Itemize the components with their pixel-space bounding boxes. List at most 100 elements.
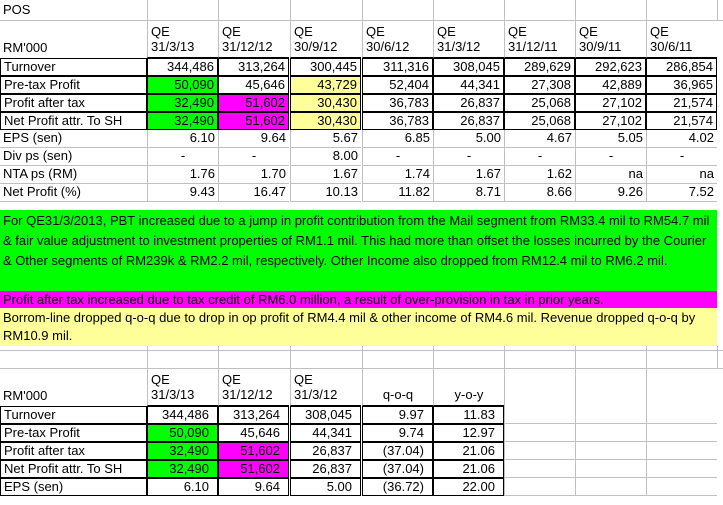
table-cell[interactable]: - [433, 148, 504, 166]
table-cell[interactable]: 21,574 [646, 94, 717, 112]
top-column-header[interactable]: QE 31/3/12 [433, 20, 504, 58]
table-cell[interactable]: na [646, 166, 717, 184]
table-cell[interactable]: 27,102 [575, 112, 646, 130]
row-label[interactable]: EPS (sen) [0, 478, 147, 496]
empty-cell[interactable] [575, 406, 646, 424]
table-cell[interactable]: 21.06 [433, 460, 504, 478]
table-cell[interactable]: 308,045 [290, 406, 361, 424]
table-cell[interactable]: 4.02 [646, 130, 717, 148]
table-cell[interactable]: 26,837 [290, 460, 361, 478]
sheet-title[interactable]: POS [3, 2, 31, 17]
row-label[interactable]: Turnover [0, 58, 147, 76]
table-cell[interactable]: 30,430 [290, 94, 361, 112]
table-cell[interactable]: 9.64 [218, 130, 289, 148]
table-cell[interactable]: 6.10 [147, 478, 218, 496]
table-cell[interactable]: 45,646 [218, 424, 289, 442]
empty-cell[interactable] [504, 424, 575, 442]
table-cell[interactable]: 300,445 [290, 58, 361, 76]
empty-cell[interactable] [575, 442, 646, 460]
table-cell[interactable]: 5.00 [290, 478, 361, 496]
top-column-header[interactable]: QE 30/6/11 [646, 20, 717, 58]
table-cell[interactable]: 1.67 [290, 166, 361, 184]
empty-cell[interactable] [504, 460, 575, 478]
table-cell[interactable]: 311,316 [362, 58, 433, 76]
table-cell[interactable]: 36,965 [646, 76, 717, 94]
top-column-header[interactable]: QE 30/9/12 [290, 20, 361, 58]
table-cell[interactable]: 25,068 [504, 94, 575, 112]
table-cell[interactable]: 8.66 [504, 184, 575, 202]
table-cell[interactable]: 4.67 [504, 130, 575, 148]
row-label[interactable]: Pre-tax Profit [0, 76, 147, 94]
top-column-header[interactable]: QE 30/9/11 [575, 20, 646, 58]
table-cell[interactable]: 51,602 [218, 442, 289, 460]
table-cell[interactable]: 9.97 [362, 406, 433, 424]
row-label[interactable]: Div ps (sen) [0, 148, 147, 166]
empty-cell[interactable] [575, 478, 646, 496]
row-label[interactable]: Profit after tax [0, 442, 147, 460]
table-cell[interactable]: na [575, 166, 646, 184]
table-cell[interactable]: 9.74 [362, 424, 433, 442]
table-cell[interactable]: 52,404 [362, 76, 433, 94]
table-cell[interactable]: 21,574 [646, 112, 717, 130]
table-cell[interactable]: 292,623 [575, 58, 646, 76]
empty-cell[interactable] [646, 478, 717, 496]
top-unit-label[interactable]: RM'000 [3, 40, 48, 55]
bottom-column-header[interactable]: QE 31/3/12 [290, 368, 361, 406]
empty-cell[interactable] [646, 460, 717, 478]
top-column-header[interactable]: QE 31/3/13 [147, 20, 218, 58]
table-cell[interactable]: 308,045 [433, 58, 504, 76]
table-cell[interactable]: 5.67 [290, 130, 361, 148]
bottom-column-header[interactable]: QE 31/12/12 [218, 368, 289, 406]
table-cell[interactable]: 289,629 [504, 58, 575, 76]
table-cell[interactable]: 10.13 [290, 184, 361, 202]
bottom-unit-label[interactable]: RM'000 [3, 388, 48, 403]
bottom-column-header[interactable]: QE 31/3/13 [147, 368, 218, 406]
table-cell[interactable]: 26,837 [433, 94, 504, 112]
table-cell[interactable]: - [575, 148, 646, 166]
table-cell[interactable]: 12.97 [433, 424, 504, 442]
table-cell[interactable]: 9.64 [218, 478, 289, 496]
table-cell[interactable]: 1.76 [147, 166, 218, 184]
table-cell[interactable]: 344,486 [147, 406, 218, 424]
table-cell[interactable]: 50,090 [147, 424, 218, 442]
note-magenta[interactable]: Profit after tax increased due to tax cr… [0, 291, 717, 308]
table-cell[interactable]: 42,889 [575, 76, 646, 94]
table-cell[interactable]: 50,090 [147, 76, 218, 94]
table-cell[interactable]: 11.83 [433, 406, 504, 424]
table-cell[interactable]: 32,490 [147, 460, 218, 478]
table-cell[interactable]: 1.70 [218, 166, 289, 184]
table-cell[interactable]: 16.47 [218, 184, 289, 202]
row-label[interactable]: NTA ps (RM) [0, 166, 147, 184]
table-cell[interactable]: 313,264 [218, 58, 289, 76]
table-cell[interactable]: 26,837 [290, 442, 361, 460]
table-cell[interactable]: 1.74 [362, 166, 433, 184]
empty-cell[interactable] [504, 406, 575, 424]
table-cell[interactable]: 36,783 [362, 112, 433, 130]
table-cell[interactable]: 9.26 [575, 184, 646, 202]
table-cell[interactable]: 30,430 [290, 112, 361, 130]
table-cell[interactable]: 1.62 [504, 166, 575, 184]
table-cell[interactable]: - [646, 148, 717, 166]
row-label[interactable]: Profit after tax [0, 94, 147, 112]
top-column-header[interactable]: QE 30/6/12 [362, 20, 433, 58]
table-cell[interactable]: 11.82 [362, 184, 433, 202]
table-cell[interactable]: 51,602 [218, 460, 289, 478]
table-cell[interactable]: 313,264 [218, 406, 289, 424]
table-cell[interactable]: 286,854 [646, 58, 717, 76]
empty-cell[interactable] [646, 442, 717, 460]
table-cell[interactable]: - [504, 148, 575, 166]
table-cell[interactable]: (36.72) [362, 478, 433, 496]
table-cell[interactable]: 27,308 [504, 76, 575, 94]
table-cell[interactable]: 36,783 [362, 94, 433, 112]
bottom-column-header[interactable]: q-o-q [362, 368, 433, 406]
top-column-header[interactable]: QE 31/12/12 [218, 20, 289, 58]
table-cell[interactable]: (37.04) [362, 460, 433, 478]
row-label[interactable]: Net Profit attr. To SH [0, 112, 147, 130]
table-cell[interactable]: 7.52 [646, 184, 717, 202]
table-cell[interactable]: 44,341 [433, 76, 504, 94]
table-cell[interactable]: 32,490 [147, 112, 218, 130]
table-cell[interactable]: - [362, 148, 433, 166]
table-cell[interactable]: 344,486 [147, 58, 218, 76]
table-cell[interactable]: 22.00 [433, 478, 504, 496]
top-column-header[interactable]: QE 31/12/11 [504, 20, 575, 58]
